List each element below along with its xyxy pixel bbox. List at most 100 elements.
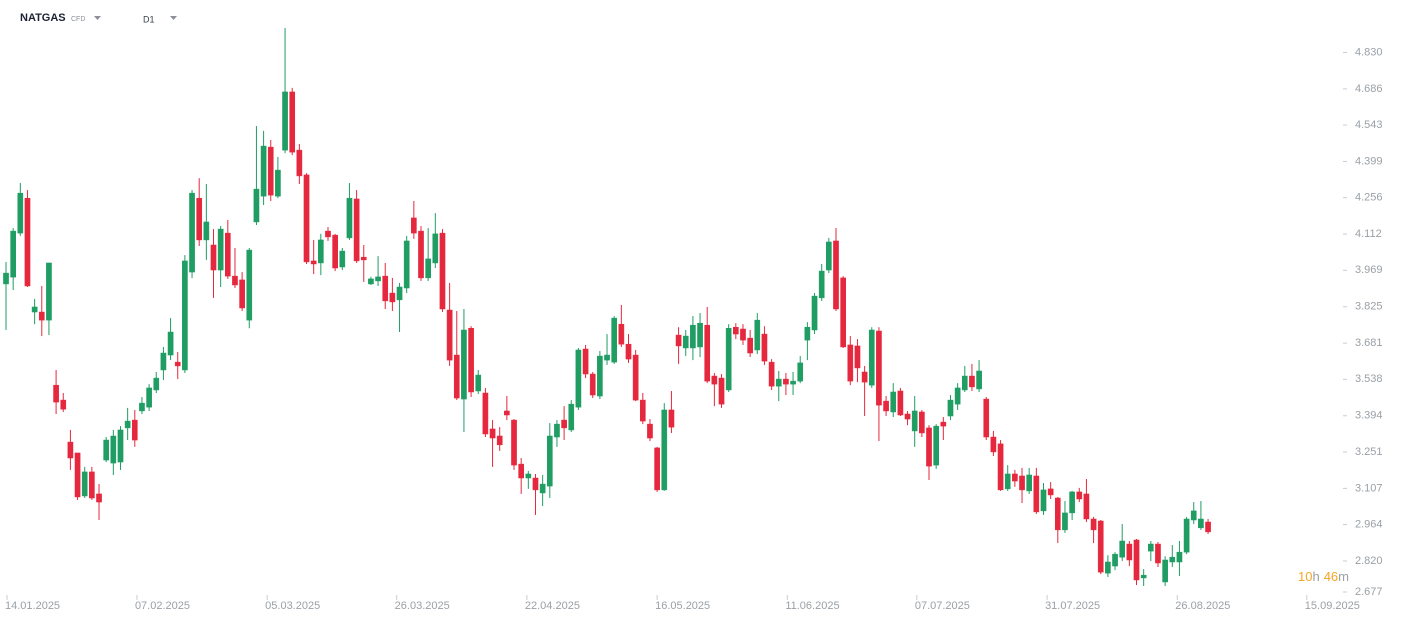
x-tick-label: 07.07.2025 bbox=[915, 600, 970, 612]
candle-body bbox=[446, 309, 453, 361]
candle-body bbox=[1026, 474, 1033, 492]
candle-body bbox=[733, 326, 739, 335]
candle-body bbox=[804, 326, 811, 341]
candle-body bbox=[818, 270, 825, 299]
candle-body bbox=[826, 241, 832, 271]
candle-body bbox=[625, 343, 632, 360]
candle-body bbox=[210, 244, 217, 271]
candle-body bbox=[453, 354, 460, 399]
candle-body bbox=[1076, 491, 1083, 500]
candle-body bbox=[546, 435, 553, 487]
candle-body bbox=[833, 240, 839, 310]
y-tick-label: 3.107 bbox=[1355, 482, 1383, 494]
candle-body bbox=[754, 319, 761, 351]
candle-body bbox=[167, 331, 174, 356]
candle-body bbox=[1040, 489, 1047, 512]
candle-body bbox=[997, 443, 1004, 491]
candle-body bbox=[1012, 473, 1018, 482]
candle-body bbox=[654, 447, 660, 491]
candle-body bbox=[1004, 473, 1011, 490]
candle-body bbox=[203, 221, 210, 241]
candle-body bbox=[1083, 493, 1090, 520]
candle-body bbox=[3, 272, 9, 285]
candle-body bbox=[224, 232, 231, 277]
countdown: 10h 46m bbox=[1298, 569, 1349, 584]
symbol-dropdown[interactable] bbox=[94, 16, 101, 20]
y-tick-label: 4.256 bbox=[1355, 192, 1383, 204]
y-tick-label: 4.543 bbox=[1355, 119, 1383, 131]
candle-body bbox=[969, 375, 975, 388]
candle-body bbox=[847, 344, 854, 382]
candle-body bbox=[876, 330, 882, 406]
candle-body bbox=[1062, 512, 1068, 531]
candle-body bbox=[124, 420, 131, 429]
symbol[interactable]: NATGAS bbox=[20, 12, 66, 24]
candle-body bbox=[289, 91, 296, 153]
candle-body bbox=[375, 276, 381, 282]
candle-body bbox=[883, 400, 889, 412]
candle-body bbox=[196, 197, 203, 241]
x-tick-label: 26.03.2025 bbox=[395, 600, 450, 612]
candle-body bbox=[919, 411, 925, 434]
candle-body bbox=[639, 399, 646, 422]
candle-body bbox=[1183, 518, 1190, 553]
candle-body bbox=[1190, 510, 1197, 521]
candle-body bbox=[103, 439, 110, 461]
candle-body bbox=[1112, 553, 1118, 567]
x-tick-label: 31.07.2025 bbox=[1045, 600, 1100, 612]
candle-body bbox=[532, 477, 539, 491]
candle-body bbox=[840, 277, 846, 348]
candle-body bbox=[718, 377, 725, 405]
candle-body bbox=[275, 169, 281, 197]
y-tick-label: 3.394 bbox=[1355, 410, 1383, 422]
timeframe[interactable]: D1 bbox=[143, 14, 155, 24]
candle-body bbox=[797, 362, 804, 382]
candle-body bbox=[511, 419, 517, 466]
y-tick-label: 4.112 bbox=[1355, 228, 1382, 240]
x-tick-label: 26.08.2025 bbox=[1175, 600, 1230, 612]
candle-body bbox=[1198, 518, 1204, 529]
candle-body bbox=[353, 198, 360, 262]
candle-body bbox=[768, 361, 775, 387]
candle-body bbox=[139, 402, 145, 412]
candle-body bbox=[232, 275, 238, 286]
candle-body bbox=[890, 391, 897, 413]
candle-body bbox=[239, 279, 245, 309]
candle-body bbox=[1069, 491, 1075, 514]
candle-body bbox=[46, 262, 52, 321]
candle-body bbox=[282, 91, 288, 151]
timeframe-dropdown[interactable] bbox=[170, 16, 177, 20]
countdown-minutes-unit: m bbox=[1338, 569, 1349, 584]
candle-body bbox=[811, 295, 818, 331]
candle-body bbox=[53, 384, 59, 403]
candle-body bbox=[296, 149, 303, 177]
candle-body bbox=[961, 375, 968, 391]
candle-body bbox=[990, 436, 997, 453]
candle-body bbox=[439, 232, 446, 310]
candle-body bbox=[1162, 559, 1168, 583]
candle-body bbox=[568, 403, 575, 431]
y-tick-label: 3.681 bbox=[1355, 337, 1383, 349]
y-tick-label: 3.251 bbox=[1355, 446, 1383, 458]
candle-body bbox=[561, 419, 567, 429]
candle-body bbox=[346, 197, 353, 239]
x-tick-label: 16.05.2025 bbox=[655, 600, 710, 612]
y-tick-label: 3.969 bbox=[1355, 264, 1383, 276]
instrument-type: CFD bbox=[71, 16, 85, 23]
candle-body bbox=[38, 311, 45, 321]
candle-body bbox=[110, 435, 117, 464]
candle-body bbox=[1090, 518, 1097, 531]
candle-body bbox=[382, 275, 389, 302]
y-tick-label: 4.686 bbox=[1355, 83, 1383, 95]
candle-body bbox=[518, 463, 525, 479]
candle-body bbox=[690, 324, 696, 349]
countdown-hours-unit: h bbox=[1312, 569, 1319, 584]
candle-body bbox=[425, 258, 431, 279]
candle-body bbox=[339, 250, 346, 268]
candle-body bbox=[496, 435, 503, 446]
candle-body bbox=[661, 409, 668, 491]
candle-body bbox=[525, 473, 532, 479]
candle-body bbox=[1133, 539, 1140, 581]
candle-body bbox=[775, 378, 782, 387]
candle-body bbox=[868, 329, 875, 386]
